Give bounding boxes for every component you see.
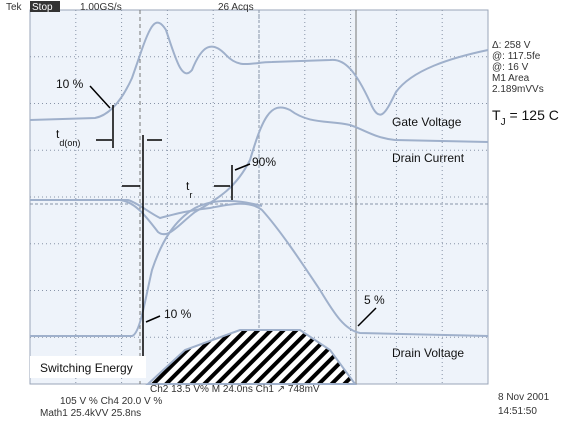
label: Drain Voltage	[392, 346, 464, 360]
time: 14:51:50	[498, 406, 537, 417]
date: 8 Nov 2001	[498, 392, 550, 403]
annotation: 10 %	[164, 307, 192, 321]
text: = 125 C	[506, 107, 559, 123]
annotation: 90%	[252, 155, 276, 169]
readout: Δ: 258 V	[492, 40, 531, 51]
state: Stop	[32, 2, 53, 13]
label: Gate Voltage	[392, 115, 462, 129]
readouts: Δ: 258 V@: 117.5fe@: 16 VM1 Area2.189mVV…	[492, 40, 544, 95]
label: TJ = 125 C	[492, 107, 559, 128]
symbol: t	[56, 127, 60, 141]
subscript: d(on)	[59, 138, 80, 148]
symbol: T	[492, 107, 501, 123]
symbol: t	[186, 179, 190, 193]
state-box	[30, 1, 60, 12]
acqs: 26 Acqs	[218, 2, 254, 13]
footer: Ch2 13.5 V% M 24.0ns Ch1 ↗ 748mV	[150, 384, 320, 395]
annotation: tr	[186, 179, 192, 200]
footer: Math1 25.4kVV 25.8ns	[40, 408, 141, 419]
arrow	[89, 85, 111, 109]
rate: 1.00GS/s	[80, 2, 122, 13]
arrow	[357, 307, 377, 327]
voltage-trace	[30, 199, 489, 337]
annotation: 5 %	[364, 293, 385, 307]
subscript: J	[501, 117, 506, 128]
footer: 105 V % Ch4 20.0 V %	[60, 396, 162, 407]
arrow	[145, 315, 161, 323]
brand: Tek	[6, 2, 23, 13]
label: Switching Energy	[40, 361, 133, 375]
subscript: r	[189, 190, 192, 200]
readout: @: 16 V	[492, 62, 529, 73]
current-trace	[30, 106, 489, 236]
readout: @: 117.5fe	[492, 51, 541, 62]
label: Drain Current	[392, 151, 465, 165]
arrow	[234, 163, 251, 171]
readout: M1 Area	[492, 73, 530, 84]
rise-trace	[30, 200, 263, 337]
annotation: 10 %	[56, 77, 84, 91]
readout: 2.189mVVs	[492, 84, 544, 95]
label-box	[30, 356, 146, 378]
gate-trace	[29, 21, 489, 121]
energy-area	[145, 329, 357, 385]
annotation: td(on)	[56, 127, 80, 148]
